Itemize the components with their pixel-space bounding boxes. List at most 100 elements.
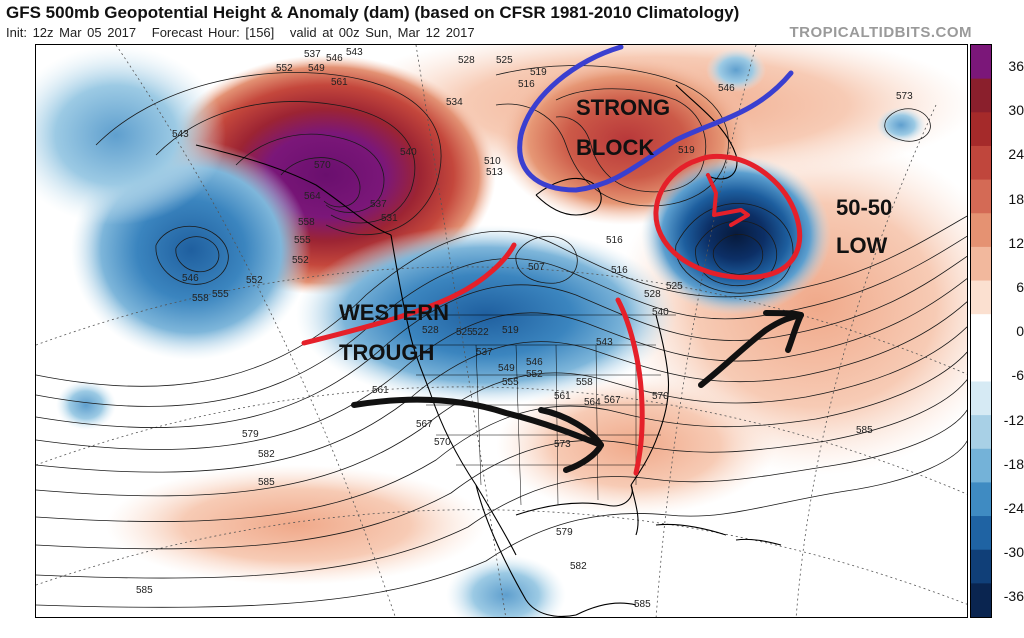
- colorbar-tick-label: 30: [1008, 102, 1024, 119]
- black-arrow-northeast: [698, 312, 804, 388]
- contour-label: 558: [576, 377, 593, 388]
- colorbar-swatch: [971, 549, 991, 584]
- contour-label: 516: [518, 79, 535, 90]
- red-trough-axis-west: [301, 242, 517, 346]
- anomaly-colorbar: [970, 44, 992, 618]
- contour-label: 546: [326, 53, 343, 64]
- contour-label: 525: [666, 281, 683, 292]
- florida: [630, 484, 639, 536]
- colorbar-tick-label: 36: [1008, 58, 1024, 74]
- contour-label: 513: [486, 167, 503, 178]
- contour-label: 546: [718, 83, 735, 94]
- mexico-coast: [475, 484, 577, 617]
- colorbar-tick-label: -36: [1003, 588, 1024, 605]
- colorbar-tick-label: 0: [1016, 323, 1024, 340]
- contour-label: 519: [678, 145, 695, 156]
- contour-label: 561: [554, 391, 571, 402]
- contour-label: 579: [242, 429, 259, 440]
- anomaly-shading: [36, 45, 967, 617]
- contour-label: 552: [246, 275, 263, 286]
- forecast-hour: Forecast Hour: [156]: [151, 25, 275, 40]
- strong-block-label: STRONG: [576, 95, 670, 120]
- fifty-fifty-low-label: 50-50: [836, 195, 892, 220]
- contour-label: 585: [856, 425, 873, 436]
- colorbar-tick-label: -12: [1003, 411, 1024, 428]
- colorbar-swatch: [971, 516, 991, 551]
- contour-label: 564: [304, 191, 321, 202]
- contour-label: 528: [644, 289, 661, 300]
- coastlines: [195, 84, 782, 617]
- site-watermark: TROPICALTIDBITS.COM: [789, 24, 972, 41]
- colorbar-swatch: [971, 179, 991, 214]
- red-circle-fifty-fifty: [653, 153, 803, 280]
- contour-label: 573: [896, 91, 913, 102]
- contour-label: 528: [458, 55, 475, 66]
- polar-low-anomaly: [706, 48, 766, 92]
- gulf-coast: [515, 484, 633, 516]
- colorbar-tick-label: -6: [1011, 367, 1024, 384]
- colorbar-swatch: [971, 448, 991, 483]
- contour-label: 507: [528, 262, 545, 273]
- map-subtitle: Init: 12z Mar 05 2017 Forecast Hour: [15…: [6, 25, 485, 40]
- contour-label: 570: [314, 160, 331, 171]
- state-borders: [408, 314, 676, 506]
- colorbar-tick-label: 18: [1008, 190, 1024, 207]
- hispaniola: [735, 538, 782, 546]
- contour-label: 555: [294, 235, 311, 246]
- contour-label: 546: [182, 273, 199, 284]
- colorbar-swatch: [971, 112, 991, 147]
- colorbar-tick-label: -24: [1003, 500, 1024, 516]
- contour-label: 585: [136, 585, 153, 596]
- red-trough-axis-east: [615, 297, 645, 476]
- black-storm-track-arrow: [351, 396, 604, 448]
- valid-time: valid at 00z Sun, Mar 12 2017: [289, 25, 475, 40]
- contour-label: 579: [556, 527, 573, 538]
- colorbar-swatch: [971, 145, 991, 181]
- hudson-bay: [535, 177, 602, 216]
- east-coast: [630, 314, 670, 486]
- strong-block-label: BLOCK: [576, 135, 654, 160]
- contour-label: 585: [634, 599, 651, 610]
- colorbar-swatch: [971, 314, 991, 349]
- contour-label: 510: [484, 156, 501, 167]
- contour-label: 567: [416, 419, 433, 430]
- colorbar-swatch: [971, 45, 991, 80]
- hawaii-anomaly: [56, 380, 116, 430]
- colorbar-swatch: [971, 280, 991, 315]
- colorbar-tick-label: 12: [1008, 234, 1024, 251]
- contour-label: 540: [652, 307, 669, 318]
- contour-label: 555: [502, 377, 519, 388]
- north-america-west-coast: [390, 234, 517, 556]
- contour-label: 522: [472, 327, 489, 338]
- black-arrowhead-northeast: [763, 310, 804, 353]
- greenland-coast: [675, 84, 738, 180]
- cuba: [655, 523, 727, 536]
- contour-label: 552: [526, 369, 543, 380]
- black-arrowhead-south: [538, 407, 604, 473]
- contour-label: 543: [172, 129, 189, 140]
- init-time: Init: 12z Mar 05 2017: [6, 25, 137, 40]
- contour-label: 543: [346, 47, 363, 58]
- blue-block-outline: [517, 45, 794, 193]
- colorbar-tick-label: 6: [1016, 279, 1024, 295]
- annotation-labels: STRONG BLOCK 50-50 LOW WESTERN TROUGH: [339, 95, 892, 365]
- western-trough-label: WESTERN: [339, 300, 449, 325]
- contour-label: 558: [298, 217, 315, 228]
- colorbar-tick-label: 24: [1008, 146, 1024, 163]
- contour-label: 516: [611, 265, 628, 276]
- contour-label: 561: [372, 385, 389, 396]
- contour-label: 552: [292, 255, 309, 266]
- contour-label: 540: [400, 147, 417, 158]
- contour-label: 582: [570, 561, 587, 572]
- colorbar-swatch: [971, 381, 991, 416]
- contour-label: 519: [530, 67, 547, 78]
- arctic-low-anomaly: [36, 45, 226, 225]
- contour-label: 549: [498, 363, 515, 374]
- contour-label: 531: [381, 213, 398, 224]
- colorbar-swatch: [971, 482, 991, 517]
- contour-label: 555: [212, 289, 229, 300]
- contour-label: 534: [446, 97, 463, 108]
- colorbar-tick-label: -18: [1003, 455, 1024, 472]
- alaska-coast: [195, 144, 392, 236]
- contour-label: 585: [258, 477, 275, 488]
